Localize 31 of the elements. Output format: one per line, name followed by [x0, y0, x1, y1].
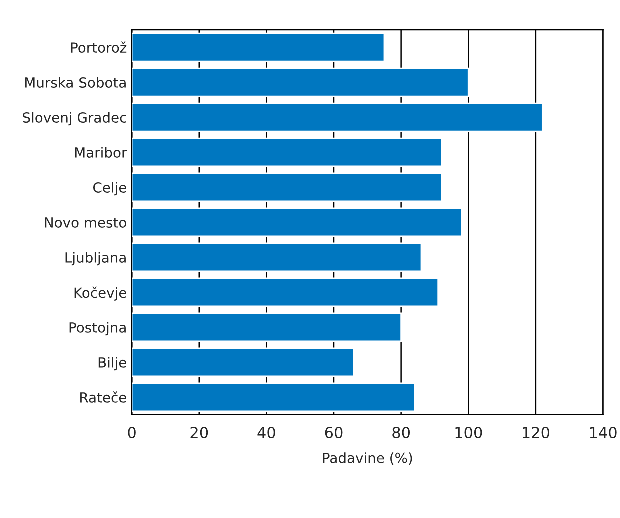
y-tick-label: Portorož	[71, 42, 127, 54]
y-tick-label: Maribor	[75, 147, 128, 158]
x-tick-label: 0	[128, 426, 136, 439]
x-axis-title: Padavine (%)	[323, 452, 412, 466]
bar	[132, 312, 402, 342]
x-tick-label: 100	[456, 426, 482, 439]
bar	[132, 242, 422, 272]
x-tick-label: 80	[392, 426, 410, 439]
bar	[132, 208, 463, 238]
y-tick-label: Kočevje	[74, 286, 126, 301]
x-tick-label: 140	[590, 426, 617, 439]
y-tick-label: Rateče	[80, 392, 126, 403]
y-tick-label: Postojna	[70, 322, 126, 336]
bar	[132, 138, 442, 168]
bar	[132, 278, 440, 308]
bar	[132, 68, 470, 98]
y-tick-label: Celje	[93, 182, 126, 196]
x-tick-label: 60	[325, 426, 343, 439]
x-tick-label: 120	[523, 426, 550, 439]
bar	[132, 102, 544, 132]
x-tick-label: 20	[190, 426, 208, 439]
y-tick-label: Ljubljana	[66, 252, 126, 266]
y-tick-label: Slovenj Gradec	[23, 112, 126, 126]
bar	[132, 172, 442, 202]
bar	[132, 348, 355, 378]
x-tick-label: 40	[258, 426, 276, 439]
y-tick-label: Novo mesto	[45, 218, 126, 228]
y-tick-label: Bilje	[98, 357, 126, 371]
bar	[132, 32, 386, 62]
bar	[132, 382, 416, 412]
y-tick-label: Murska Sobota	[26, 77, 126, 88]
